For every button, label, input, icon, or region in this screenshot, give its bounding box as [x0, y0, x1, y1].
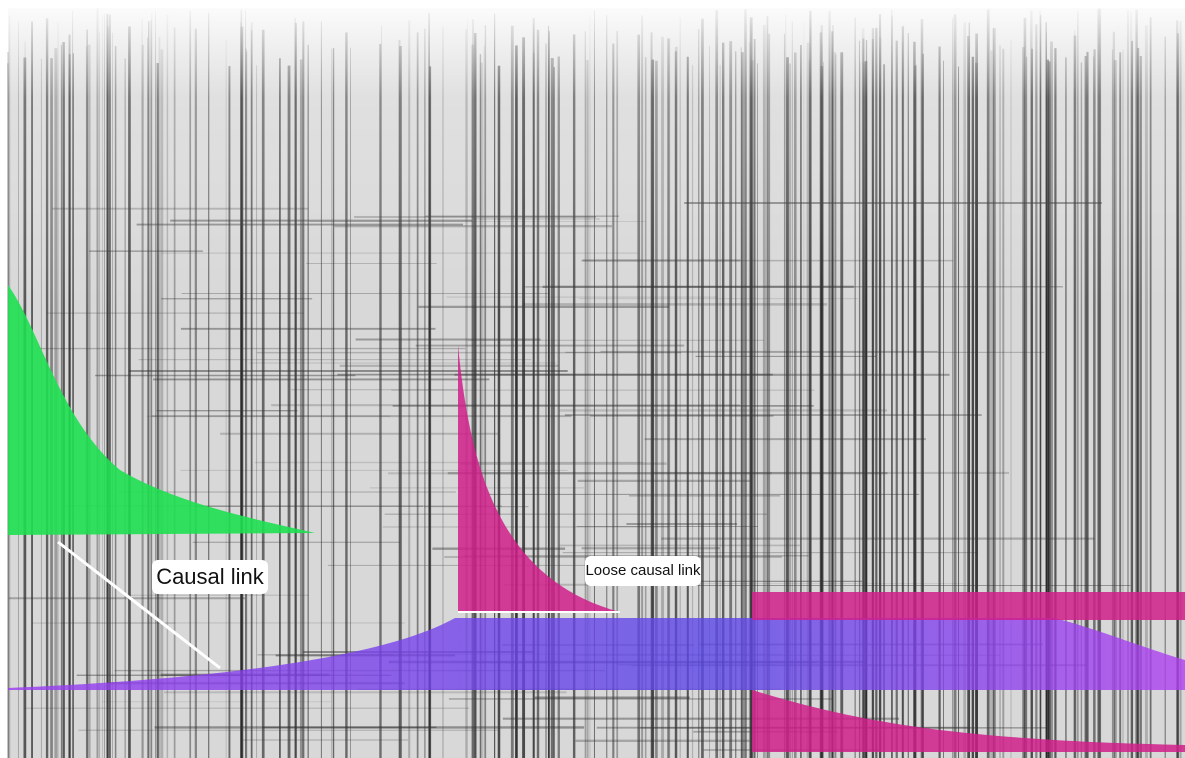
page: Causal link Loose causal link (() => { c… [0, 0, 1185, 758]
causal-link-label: Causal link [156, 564, 265, 589]
loose-causal-link-label: Loose causal link [585, 562, 701, 579]
figure: Causal link Loose causal link [0, 0, 1185, 758]
magenta-band [752, 592, 1185, 620]
top-fade [8, 8, 1185, 308]
